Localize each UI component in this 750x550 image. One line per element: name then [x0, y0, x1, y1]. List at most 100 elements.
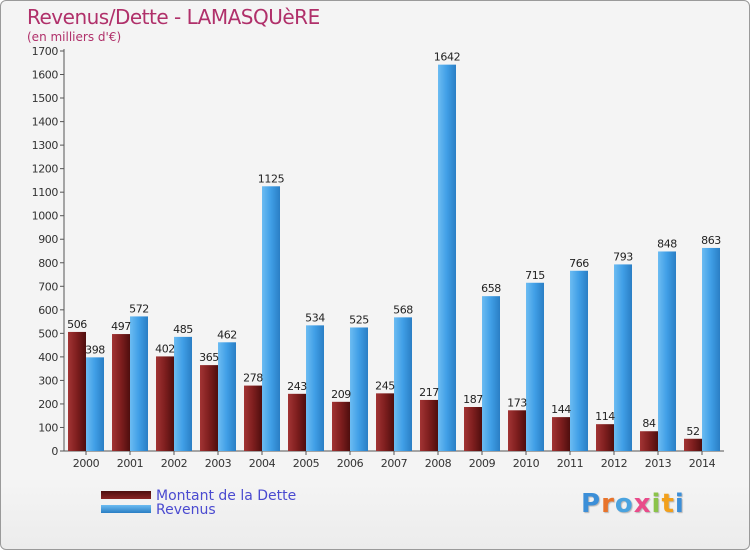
y-tick-label: 400 [38, 351, 58, 364]
y-tick-label: 1400 [32, 116, 59, 129]
y-tick-label: 600 [38, 304, 58, 317]
y-tick-label: 1000 [32, 210, 59, 223]
data-label-revenus: 863 [701, 234, 721, 247]
chart-subtitle: (en milliers d'€) [27, 30, 122, 44]
y-tick-label: 800 [38, 257, 58, 270]
x-tick-label: 2008 [425, 457, 452, 470]
bar-revenus [262, 186, 280, 451]
data-label-dette: 497 [111, 320, 131, 333]
data-label-revenus: 534 [305, 311, 325, 324]
bar-dette [684, 438, 702, 451]
bar-dette [640, 431, 658, 451]
data-label-revenus: 1642 [434, 51, 460, 64]
x-tick-label: 2005 [293, 457, 320, 470]
y-tick-label: 500 [38, 327, 58, 340]
data-label-dette: 365 [199, 351, 219, 364]
logo-letter: i [651, 489, 662, 519]
data-label-revenus: 485 [173, 323, 193, 336]
x-tick-label: 2006 [337, 457, 364, 470]
logo-letter: i [674, 489, 685, 519]
x-tick-label: 2011 [557, 457, 583, 470]
bar-revenus [702, 247, 720, 451]
bar-dette [464, 407, 482, 451]
y-tick-label: 1200 [32, 163, 59, 176]
data-label-dette: 114 [595, 410, 615, 423]
data-label-revenus: 462 [217, 328, 237, 341]
bar-revenus [526, 282, 544, 451]
data-label-revenus: 398 [85, 343, 105, 356]
y-tick-label: 100 [38, 421, 58, 434]
bar-revenus [306, 325, 324, 451]
y-tick-label: 0 [51, 445, 58, 458]
bar-revenus [570, 270, 588, 451]
data-label-dette: 506 [67, 318, 87, 331]
data-label-dette: 52 [686, 425, 699, 438]
bar-revenus [218, 342, 236, 451]
y-tick-label: 300 [38, 374, 58, 387]
logo-letter: x [633, 489, 652, 519]
bar-dette [332, 401, 350, 451]
bar-dette [376, 393, 394, 451]
x-tick-label: 2001 [117, 457, 143, 470]
x-tick-label: 2002 [161, 457, 187, 470]
bar-revenus [438, 64, 456, 451]
bar-revenus [86, 357, 104, 451]
y-tick-label: 1100 [32, 186, 59, 199]
data-label-revenus: 848 [657, 237, 677, 250]
bar-dette [508, 410, 526, 451]
x-tick-label: 2014 [689, 457, 716, 470]
y-tick-label: 1700 [32, 45, 59, 58]
x-tick-label: 2010 [513, 457, 540, 470]
logo-letter: t [661, 489, 675, 519]
bar-dette [244, 385, 262, 451]
legend-swatch-dette [101, 491, 151, 499]
data-label-revenus: 572 [129, 302, 149, 315]
bar-revenus [130, 316, 148, 451]
x-tick-label: 2013 [645, 457, 672, 470]
bar-revenus [394, 317, 412, 451]
bar-dette [420, 399, 438, 451]
x-tick-label: 2004 [249, 457, 276, 470]
x-tick-label: 2003 [205, 457, 232, 470]
x-tick-label: 2000 [73, 457, 100, 470]
bar-revenus [614, 264, 632, 451]
data-label-dette: 217 [419, 386, 439, 399]
data-label-revenus: 793 [613, 250, 633, 263]
data-label-dette: 173 [507, 396, 527, 409]
y-tick-label: 700 [38, 280, 58, 293]
data-label-dette: 144 [551, 403, 571, 416]
data-label-revenus: 715 [525, 269, 545, 282]
data-label-revenus: 568 [393, 303, 413, 316]
bar-dette [68, 331, 86, 451]
chart-title: Revenus/Dette - LAMASQUèRE [27, 5, 320, 29]
data-label-dette: 245 [375, 379, 395, 392]
bar-dette [200, 365, 218, 451]
y-tick-label: 200 [38, 398, 58, 411]
logo-letter: P [581, 489, 602, 519]
data-label-revenus: 1125 [258, 172, 285, 185]
data-label-dette: 209 [331, 388, 351, 401]
legend-swatch-revenus [101, 505, 151, 513]
logo-letter: r [601, 489, 615, 519]
data-label-revenus: 766 [569, 257, 589, 270]
x-tick-label: 2007 [381, 457, 408, 470]
legend-label-revenus: Revenus [156, 502, 216, 518]
bar-dette [156, 356, 174, 451]
bar-revenus [482, 296, 500, 451]
y-tick-label: 900 [38, 233, 58, 246]
x-tick-label: 2009 [469, 457, 496, 470]
bar-dette [552, 417, 570, 451]
bar-revenus [350, 327, 368, 451]
bar-dette [288, 393, 306, 451]
y-tick-label: 1300 [32, 139, 59, 152]
y-tick-label: 1600 [32, 69, 59, 82]
logo-letter: o [614, 489, 634, 519]
axes: 0 100 200 300 400 500 600 700 800 900 1000 1100 1200… [32, 45, 724, 470]
data-labels: 506 497 402 365 278 243 209 245 217 187 173 144 114 8… [67, 51, 722, 438]
legend-label-dette: Montant de la Dette [156, 488, 297, 504]
y-tick-label: 1500 [32, 92, 59, 105]
bars [68, 64, 720, 451]
bar-revenus [174, 336, 192, 451]
